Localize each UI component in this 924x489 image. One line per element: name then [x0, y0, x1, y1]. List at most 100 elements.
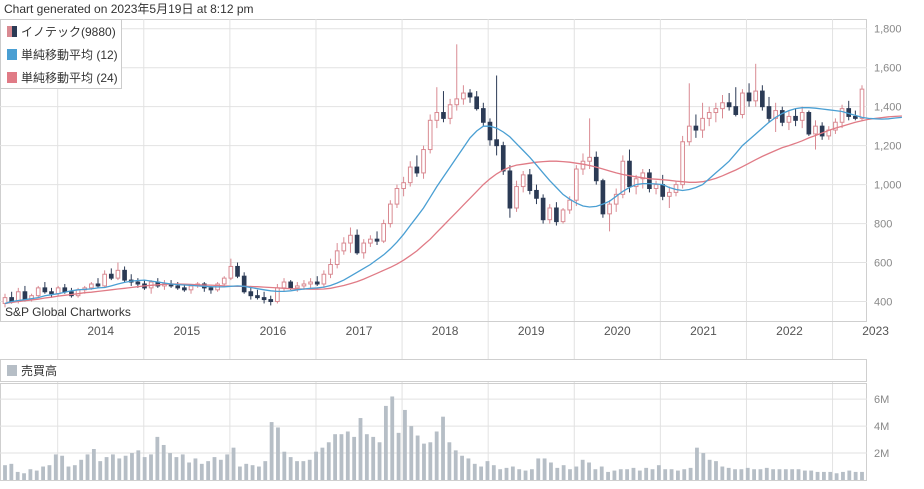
candle-body — [102, 273, 107, 287]
candle-body — [786, 115, 792, 123]
volume-bar — [739, 469, 744, 480]
volume-bar — [15, 471, 20, 480]
x-tick-label: 2018 — [432, 324, 459, 338]
volume-bar — [536, 458, 541, 480]
volume-bar — [587, 462, 591, 480]
candle-body — [421, 149, 426, 174]
candle-body — [593, 156, 599, 182]
candle-body — [560, 209, 566, 223]
candle-body — [394, 188, 400, 205]
chart-watermark: S&P Global Chartworks — [5, 305, 131, 319]
volume-bar — [447, 442, 452, 480]
volume-bar — [758, 469, 763, 480]
price-tick-label: 1,200 — [874, 141, 902, 153]
price-tick-label: 1,400 — [874, 102, 902, 114]
x-tick-label: 2016 — [260, 324, 287, 338]
candle-body — [354, 234, 360, 254]
volume-bar — [434, 431, 439, 480]
x-tick-label: 2015 — [173, 324, 200, 338]
candle-body — [474, 96, 480, 110]
volume-bar — [733, 469, 737, 480]
candle-body — [441, 112, 446, 119]
volume-bar — [161, 444, 166, 480]
volume-bar — [263, 461, 268, 480]
volume-bar — [574, 466, 579, 480]
price-panel-frame — [0, 19, 867, 322]
volume-bar — [225, 454, 230, 480]
candle-body — [700, 117, 705, 131]
candle-body — [779, 110, 785, 123]
price-tick-label: 1,000 — [874, 180, 902, 192]
x-tick-label: 2020 — [604, 324, 631, 338]
volume-bar — [244, 463, 249, 480]
volume-bar — [117, 458, 122, 480]
candle-body — [647, 172, 652, 190]
candle-body — [713, 108, 719, 114]
volume-bar — [504, 467, 509, 480]
volume-bar — [276, 427, 280, 480]
volume-bar — [815, 471, 820, 480]
volume-bar — [529, 469, 534, 480]
candle-body — [693, 125, 699, 131]
candle-body — [447, 104, 453, 119]
volume-bar — [142, 457, 147, 480]
candle-body — [633, 178, 639, 188]
volume-bar — [66, 466, 71, 480]
candle-body — [301, 283, 307, 287]
candle-body — [374, 238, 380, 242]
candle-body — [62, 287, 68, 293]
volume-bar — [212, 457, 217, 480]
candle-body — [567, 199, 573, 211]
candle-body — [321, 273, 327, 285]
volume-bar — [688, 467, 693, 480]
candle-body — [580, 160, 586, 170]
candle-body — [414, 166, 420, 174]
volume-bar — [466, 458, 471, 480]
volume-bar — [828, 471, 833, 480]
volume-bar — [269, 422, 274, 480]
candle-body — [600, 180, 606, 215]
candle-body — [680, 141, 685, 186]
x-tick-label: 2014 — [87, 324, 114, 338]
candle-body — [368, 238, 373, 244]
candle-body — [653, 184, 659, 190]
volume-bar — [218, 459, 223, 480]
volume-bar — [282, 451, 287, 480]
candle-body — [819, 125, 825, 137]
volume-bar — [695, 447, 699, 480]
candle-body — [853, 115, 858, 119]
volume-bar — [422, 443, 426, 480]
volume-bar — [333, 434, 338, 480]
volume-bar — [625, 469, 630, 480]
volume-bar — [834, 473, 839, 480]
volume-bar — [485, 461, 490, 480]
candle-body — [514, 186, 519, 209]
candle-body — [268, 299, 274, 303]
volume-bar — [257, 466, 261, 480]
legend-swatch-down — [12, 26, 17, 37]
price-tick-label: 1,800 — [874, 24, 902, 36]
volume-bar — [390, 396, 395, 480]
volume-bar — [714, 461, 718, 480]
volume-bar — [783, 469, 788, 480]
candle-body — [461, 92, 466, 100]
volume-bar — [707, 459, 712, 480]
volume-bar — [358, 418, 363, 480]
volume-bar — [745, 467, 750, 480]
volume-bar — [174, 457, 179, 480]
legend-label: 単純移動平均 (24) — [21, 71, 118, 85]
candle-body — [401, 182, 406, 190]
volume-bar — [79, 459, 84, 480]
candle-body — [613, 193, 619, 205]
candle-body — [175, 285, 181, 289]
volume-bar — [517, 469, 522, 480]
volume-header-frame — [0, 359, 867, 382]
candle-body — [480, 108, 486, 123]
volume-bar — [22, 473, 26, 480]
candle-body — [467, 92, 473, 98]
volume-bar — [47, 465, 52, 480]
volume-bar — [320, 447, 325, 480]
candle-body — [22, 291, 28, 301]
